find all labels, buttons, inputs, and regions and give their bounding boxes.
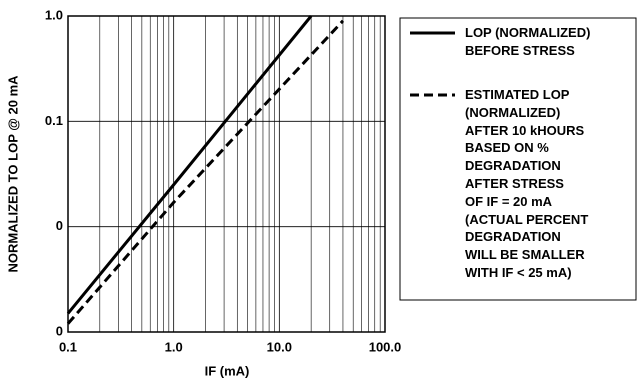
y-tick-label: 1.0	[45, 7, 63, 22]
y-tick-label: 0.1	[45, 113, 63, 128]
x-tick-label: 10.0	[267, 339, 292, 354]
data-line	[66, 19, 345, 325]
legend-label: ESTIMATED LOP (NORMALIZED) AFTER 10 kHOU…	[465, 87, 589, 280]
y-axis-label: NORMALIZED TO LOP @ 20 mA	[5, 75, 20, 273]
plot-frame	[67, 15, 386, 333]
y-tick-label: 0	[56, 218, 63, 233]
legend-box	[399, 17, 637, 301]
x-axis-label: IF (mA)	[205, 363, 250, 378]
data-line	[66, 15, 313, 315]
y-tick-label: 0	[56, 323, 63, 338]
legend-label: LOP (NORMALIZED) BEFORE STRESS	[465, 25, 591, 58]
x-tick-label: 0.1	[59, 339, 77, 354]
x-tick-label: 100.0	[369, 339, 402, 354]
x-tick-label: 1.0	[165, 339, 183, 354]
